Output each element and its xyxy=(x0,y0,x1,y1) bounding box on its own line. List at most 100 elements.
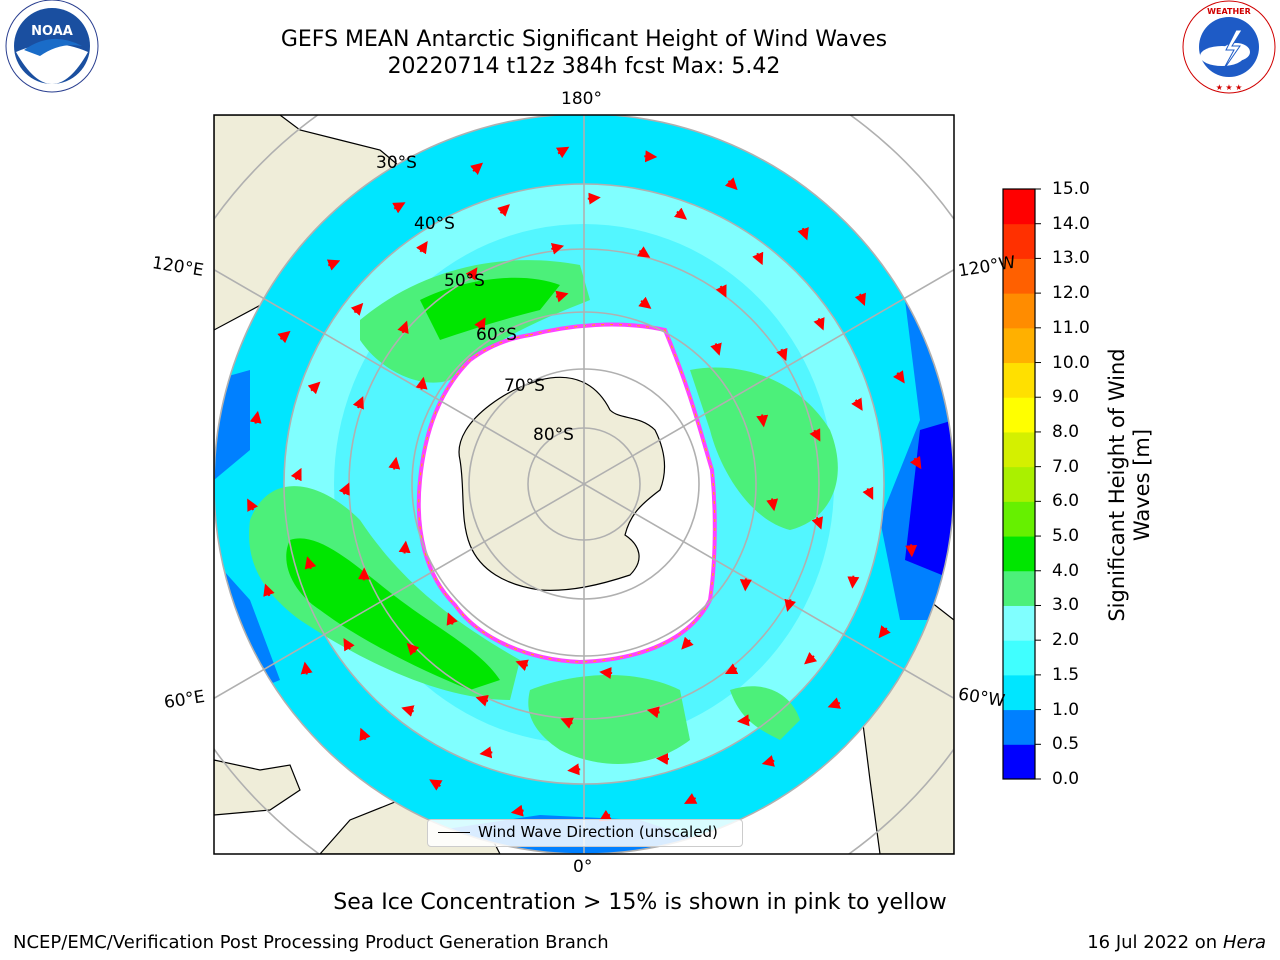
colorbar-tick-label: 11.0 xyxy=(1052,317,1090,338)
wind-wave-arrow xyxy=(737,714,751,727)
footer-machine: Hera xyxy=(1222,932,1266,953)
colorbar-tick-label: 0.0 xyxy=(1052,769,1080,789)
wind-wave-arrow xyxy=(809,428,821,442)
wind-wave-arrow xyxy=(599,667,613,679)
wind-wave-arrow xyxy=(752,251,764,266)
wind-wave-arrow xyxy=(854,292,866,306)
wind-wave-arrow xyxy=(416,241,428,255)
colorbar-segment xyxy=(1003,744,1035,780)
wind-wave-arrow xyxy=(406,642,420,656)
colorbar-tick-label: 5.0 xyxy=(1052,526,1080,547)
wind-wave-arrow xyxy=(681,636,694,650)
colorbar-segment xyxy=(1003,501,1035,537)
legend-line-swatch xyxy=(438,832,470,833)
wind-wave-arrow xyxy=(756,414,769,428)
colorbar-segment xyxy=(1003,605,1035,641)
wind-wave-arrow xyxy=(847,575,860,589)
map-title: GEFS MEAN Antarctic Significant Height o… xyxy=(280,27,888,52)
wind-wave-arrow xyxy=(300,661,313,675)
wind-wave-arrow xyxy=(249,410,262,424)
wind-wave-arrow xyxy=(797,227,809,241)
wind-wave-arrow xyxy=(475,694,489,707)
wind-wave-arrow xyxy=(587,192,601,205)
colorbar-segment xyxy=(1003,431,1035,468)
wind-wave-arrow xyxy=(784,598,797,612)
colorbar-segment xyxy=(1003,362,1035,398)
wind-wave-arrow xyxy=(804,652,818,665)
wind-wave-arrow xyxy=(893,370,905,384)
footer-date-text: 16 Jul 2022 on xyxy=(1087,932,1223,953)
wind-wave-arrow xyxy=(401,705,415,717)
wind-wave-arrow xyxy=(827,697,841,709)
wind-wave-arrow xyxy=(497,204,510,217)
wind-wave-arrow xyxy=(397,320,409,334)
map-legend: Wind Wave Direction (unscaled) xyxy=(427,819,743,847)
wind-wave-arrow xyxy=(638,296,652,309)
wind-wave-arrow xyxy=(350,302,364,316)
colorbar-tick-label: 8.0 xyxy=(1052,421,1080,442)
wind-wave-arrow xyxy=(479,746,493,759)
wind-wave-arrow xyxy=(550,242,565,255)
colorbar-tick-label: 13.0 xyxy=(1052,248,1090,269)
wind-wave-arrow xyxy=(555,290,569,303)
wind-wave-arrow xyxy=(555,146,570,159)
wind-wave-arrow xyxy=(851,397,863,411)
wind-wave-arrow xyxy=(277,330,291,344)
wind-wave-arrow xyxy=(446,612,458,626)
colorbar-segment xyxy=(1003,570,1035,606)
colorbar-tick-label: 0.5 xyxy=(1052,734,1080,755)
lat-label-70s: 70°S xyxy=(504,376,545,396)
wind-wave-arrow xyxy=(415,376,428,390)
wind-wave-arrow xyxy=(429,779,443,791)
colorbar-segment xyxy=(1003,709,1035,745)
colorbar-tick-label: 1.0 xyxy=(1052,699,1080,720)
wind-wave-arrow xyxy=(684,793,698,804)
lat-label-50s: 50°S xyxy=(444,271,485,291)
wind-wave-arrow xyxy=(352,396,364,410)
lat-label-40s: 40°S xyxy=(414,214,455,234)
lat-label-30s: 30°S xyxy=(376,153,417,173)
colorbar-tick-label: 14.0 xyxy=(1052,213,1090,234)
map-subtitle: 20220714 t12z 384h fcst Max: 5.42 xyxy=(387,54,781,79)
noaa-logo: NOAA xyxy=(5,0,99,93)
colorbar-segment xyxy=(1003,223,1035,259)
lon-label-180: 180° xyxy=(561,89,602,109)
map-frame xyxy=(213,114,955,855)
wind-wave-arrow xyxy=(398,540,411,554)
svg-text:WEATHER: WEATHER xyxy=(1207,7,1251,16)
colorbar-tick-label: 7.0 xyxy=(1052,456,1080,477)
wind-wave-arrow xyxy=(338,482,350,496)
colorbar-tick-label: 10.0 xyxy=(1052,352,1090,373)
wind-wave-arrow xyxy=(388,456,401,470)
wind-wave-arrow xyxy=(646,706,660,719)
colorbar-tick-label: 9.0 xyxy=(1052,387,1080,408)
wind-wave-arrow xyxy=(567,763,581,776)
colorbar-tick-label: 6.0 xyxy=(1052,491,1080,512)
antarctica-land xyxy=(458,376,666,591)
wind-wave-arrow xyxy=(326,259,341,271)
colorbar-tick-label: 1.5 xyxy=(1052,664,1080,685)
wind-wave-arrows xyxy=(247,146,922,822)
wind-wave-arrow xyxy=(673,207,688,220)
wind-wave-arrow xyxy=(724,177,738,191)
colorbar-segment xyxy=(1003,397,1035,433)
wind-wave-arrow xyxy=(470,162,484,175)
wind-wave-arrow xyxy=(510,804,524,817)
colorbar-tick-label: 2.0 xyxy=(1052,630,1080,651)
wind-wave-arrow xyxy=(710,342,722,356)
wind-wave-arrow xyxy=(811,516,824,530)
svg-text:NOAA: NOAA xyxy=(31,24,73,39)
lat-label-60s: 60°S xyxy=(476,325,517,345)
colorbar-segment xyxy=(1003,293,1035,329)
colorbar-tick-label: 12.0 xyxy=(1052,283,1090,304)
colorbar-tick-label: 3.0 xyxy=(1052,595,1080,616)
wind-wave-arrow xyxy=(359,727,371,742)
wind-wave-arrow xyxy=(343,637,355,652)
wind-wave-arrow xyxy=(307,381,321,395)
colorbar-segment xyxy=(1003,258,1035,294)
colorbar-segment xyxy=(1003,466,1035,502)
legend-label: Wind Wave Direction (unscaled) xyxy=(478,823,718,841)
wind-wave-arrow xyxy=(247,498,259,512)
wind-wave-arrow xyxy=(905,544,918,558)
